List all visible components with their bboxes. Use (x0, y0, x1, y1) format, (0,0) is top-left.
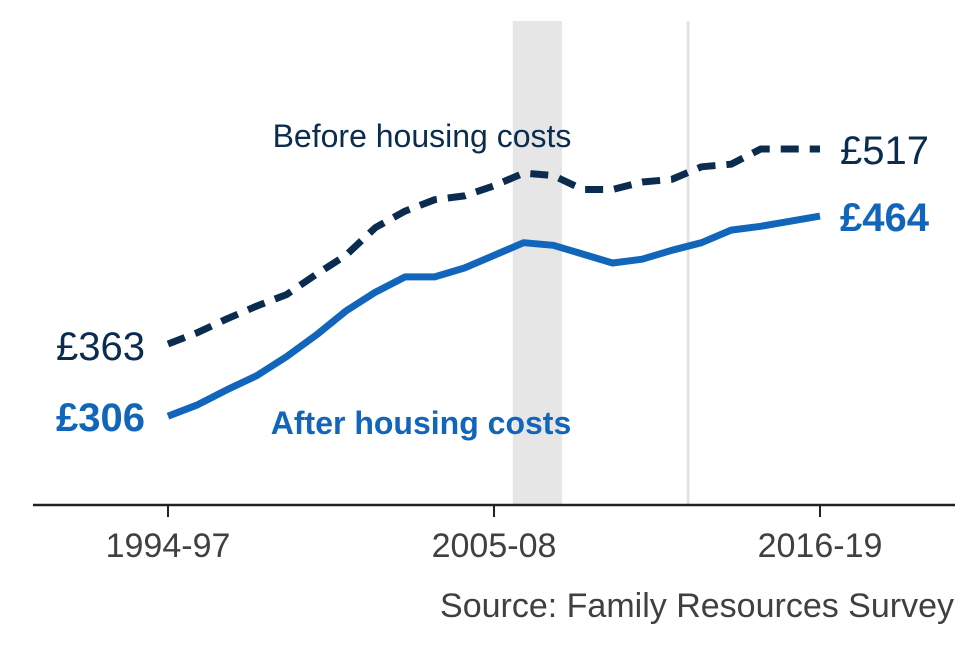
data-point (404, 210, 406, 212)
data-point (552, 175, 554, 177)
data-point (700, 166, 702, 168)
shaded-region (512, 21, 563, 505)
data-point (789, 148, 791, 150)
data-point (819, 148, 821, 150)
data-point (582, 189, 584, 191)
data-point (345, 310, 347, 312)
series-line (166, 212, 821, 420)
data-point (612, 189, 614, 191)
start-value-label: £363 (56, 325, 145, 369)
background-annotations (512, 21, 690, 505)
data-point (197, 404, 199, 406)
data-point (345, 254, 347, 256)
data-point (760, 225, 762, 227)
data-point (463, 195, 465, 197)
data-point (315, 273, 317, 275)
data-point (404, 276, 406, 278)
series-lines (166, 145, 821, 420)
data-point (641, 181, 643, 183)
data-point (167, 415, 169, 417)
x-tick-label: 2016-19 (758, 527, 883, 565)
data-point (374, 227, 376, 229)
series-line (166, 145, 820, 348)
series-labels: Before housing costs After housing costs £… (56, 118, 930, 441)
data-point (434, 199, 436, 201)
data-point (523, 172, 525, 174)
data-point (671, 178, 673, 180)
data-point (760, 148, 762, 150)
data-point (493, 254, 495, 256)
data-point (789, 220, 791, 222)
data-point (434, 276, 436, 278)
source-note: Source: Family Resources Survey (440, 587, 954, 625)
data-point (641, 258, 643, 260)
data-point (256, 305, 258, 307)
end-value-label: £517 (840, 129, 929, 173)
data-point (612, 262, 614, 264)
data-point (671, 249, 673, 251)
data-point (730, 229, 732, 231)
data-point (700, 242, 702, 244)
data-point (463, 267, 465, 269)
x-tick-label: 1994-97 (106, 527, 231, 565)
data-point (730, 163, 732, 165)
series-name-label: Before housing costs (273, 118, 572, 154)
data-point (552, 244, 554, 246)
end-value-label: £464 (840, 196, 930, 240)
series-name-label: After housing costs (271, 405, 571, 441)
data-point (493, 185, 495, 187)
data-point (582, 253, 584, 255)
data-point (315, 334, 317, 336)
data-point (167, 343, 169, 345)
start-value-label: £306 (56, 396, 145, 440)
data-point (226, 389, 228, 391)
data-point (197, 332, 199, 334)
data-point (819, 215, 821, 217)
x-axis-ticks: 1994-97 2005-08 2016-19 (106, 505, 883, 565)
data-point (286, 294, 288, 296)
data-point (256, 375, 258, 377)
x-tick-label: 2005-08 (432, 527, 557, 565)
data-point (374, 291, 376, 293)
data-point (523, 242, 525, 244)
data-point (286, 356, 288, 358)
data-point (226, 318, 228, 320)
